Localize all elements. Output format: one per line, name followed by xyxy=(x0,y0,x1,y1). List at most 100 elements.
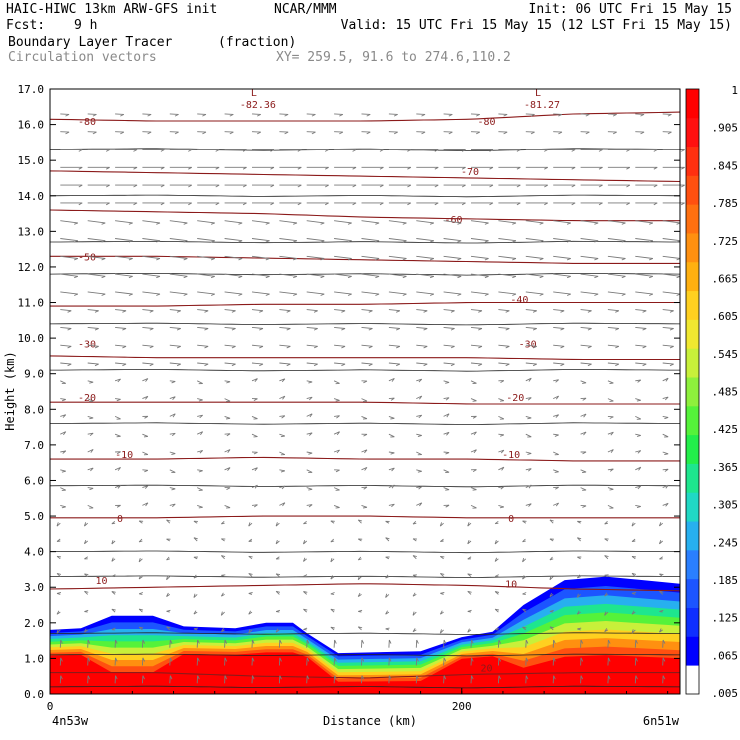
circulation-vector xyxy=(549,592,554,598)
circulation-vector xyxy=(196,675,200,684)
circulation-vector xyxy=(275,522,280,527)
circulation-vector xyxy=(607,131,617,135)
vector-field-name: Circulation vectors xyxy=(8,50,157,65)
circulation-vector xyxy=(607,487,614,491)
temperature-contour-label: -70 xyxy=(461,167,479,178)
colorbar-frame xyxy=(685,88,700,695)
circulation-vector xyxy=(498,255,517,261)
circulation-vector xyxy=(525,484,532,489)
circulation-vector xyxy=(114,639,118,648)
circulation-vector xyxy=(334,291,352,296)
temperature-contour-label: 10 xyxy=(505,580,517,591)
isentrope-line xyxy=(49,273,681,276)
circulation-vector xyxy=(224,675,228,684)
circulation-vector xyxy=(439,522,444,527)
circulation-vector xyxy=(56,592,62,595)
circulation-vector xyxy=(251,344,264,349)
circulation-vector xyxy=(142,485,149,489)
colorbar-label: .785 xyxy=(712,197,739,210)
circulation-vector xyxy=(662,657,666,666)
circulation-vector xyxy=(604,574,609,578)
circulation-vector xyxy=(388,433,395,438)
circulation-vector xyxy=(580,397,587,401)
colorbar-swatch xyxy=(686,117,699,148)
circulation-vector xyxy=(197,380,203,385)
circulation-vector xyxy=(635,415,641,420)
circulation-vector xyxy=(635,466,642,471)
circulation-vector xyxy=(279,273,298,279)
circulation-vector xyxy=(635,379,642,383)
circulation-vector xyxy=(549,538,554,542)
circulation-vector xyxy=(525,657,529,666)
circulation-vector xyxy=(662,468,669,472)
circulation-vector xyxy=(635,398,641,402)
circulation-vector xyxy=(306,675,310,684)
circulation-vector xyxy=(416,502,423,507)
circulation-vector xyxy=(251,484,258,489)
circulation-vector xyxy=(333,449,340,454)
circulation-vector xyxy=(553,326,565,331)
cross-section-endpoints: XY= 259.5, 91.6 to 274.6,110.2 xyxy=(276,50,511,65)
circulation-vector xyxy=(385,556,390,560)
circulation-vector xyxy=(607,468,614,472)
circulation-vector xyxy=(443,397,450,401)
circulation-vector xyxy=(87,220,106,225)
circulation-vector xyxy=(251,220,270,225)
circulation-vector xyxy=(361,149,384,152)
circulation-vector xyxy=(580,344,592,349)
circulation-vector xyxy=(220,628,225,633)
circulation-vector xyxy=(522,575,527,580)
circulation-vector xyxy=(87,326,99,331)
circulation-vector xyxy=(197,273,215,279)
circulation-vector xyxy=(662,166,685,170)
circulation-vector xyxy=(142,149,165,152)
circulation-vector xyxy=(60,414,67,418)
circulation-vector xyxy=(56,610,61,615)
circulation-vector xyxy=(525,184,549,188)
circulation-vector xyxy=(196,657,200,666)
circulation-vector xyxy=(498,184,521,188)
circulation-vector xyxy=(251,255,270,261)
circulation-vector xyxy=(60,291,79,296)
circulation-vector xyxy=(553,113,563,117)
circulation-vector xyxy=(306,184,329,188)
circulation-vector xyxy=(607,166,631,170)
circulation-vector xyxy=(115,113,125,117)
y-tick-label: 0.0 xyxy=(24,688,44,701)
circulation-vector xyxy=(498,291,517,296)
circulation-vector xyxy=(470,657,474,666)
circulation-vector xyxy=(303,520,307,525)
colorbar-swatch xyxy=(686,204,699,234)
colorbar-swatch xyxy=(686,607,699,637)
circulation-vector xyxy=(443,149,466,152)
circulation-vector xyxy=(415,639,419,648)
circulation-vector xyxy=(416,309,428,313)
circulation-vector xyxy=(142,326,154,331)
isentrope-line xyxy=(49,194,681,198)
circulation-vector xyxy=(361,657,365,666)
circulation-vector xyxy=(635,131,645,135)
circulation-vector xyxy=(252,202,275,206)
circulation-vector xyxy=(388,113,398,117)
circulation-vector xyxy=(169,432,176,437)
colorbar-swatch xyxy=(686,492,699,522)
field-units: (fraction) xyxy=(218,35,297,50)
circulation-vector xyxy=(142,362,154,367)
circulation-vector xyxy=(361,675,365,684)
circulation-vector xyxy=(498,166,521,170)
circulation-vector xyxy=(279,309,291,313)
circulation-vector xyxy=(439,629,444,634)
circulation-vector xyxy=(56,572,62,577)
circulation-vector xyxy=(553,220,571,225)
circulation-vector xyxy=(416,238,435,243)
colorbar-label: .185 xyxy=(712,574,739,587)
circulation-vector xyxy=(631,592,637,595)
circulation-vector xyxy=(443,131,453,135)
circulation-vector xyxy=(631,538,636,543)
circulation-vector xyxy=(279,238,298,243)
circulation-vector xyxy=(635,113,645,117)
circulation-vector xyxy=(169,220,188,225)
temperature-contour xyxy=(49,355,680,361)
circulation-vector xyxy=(224,433,231,437)
circulation-vector xyxy=(388,291,407,296)
